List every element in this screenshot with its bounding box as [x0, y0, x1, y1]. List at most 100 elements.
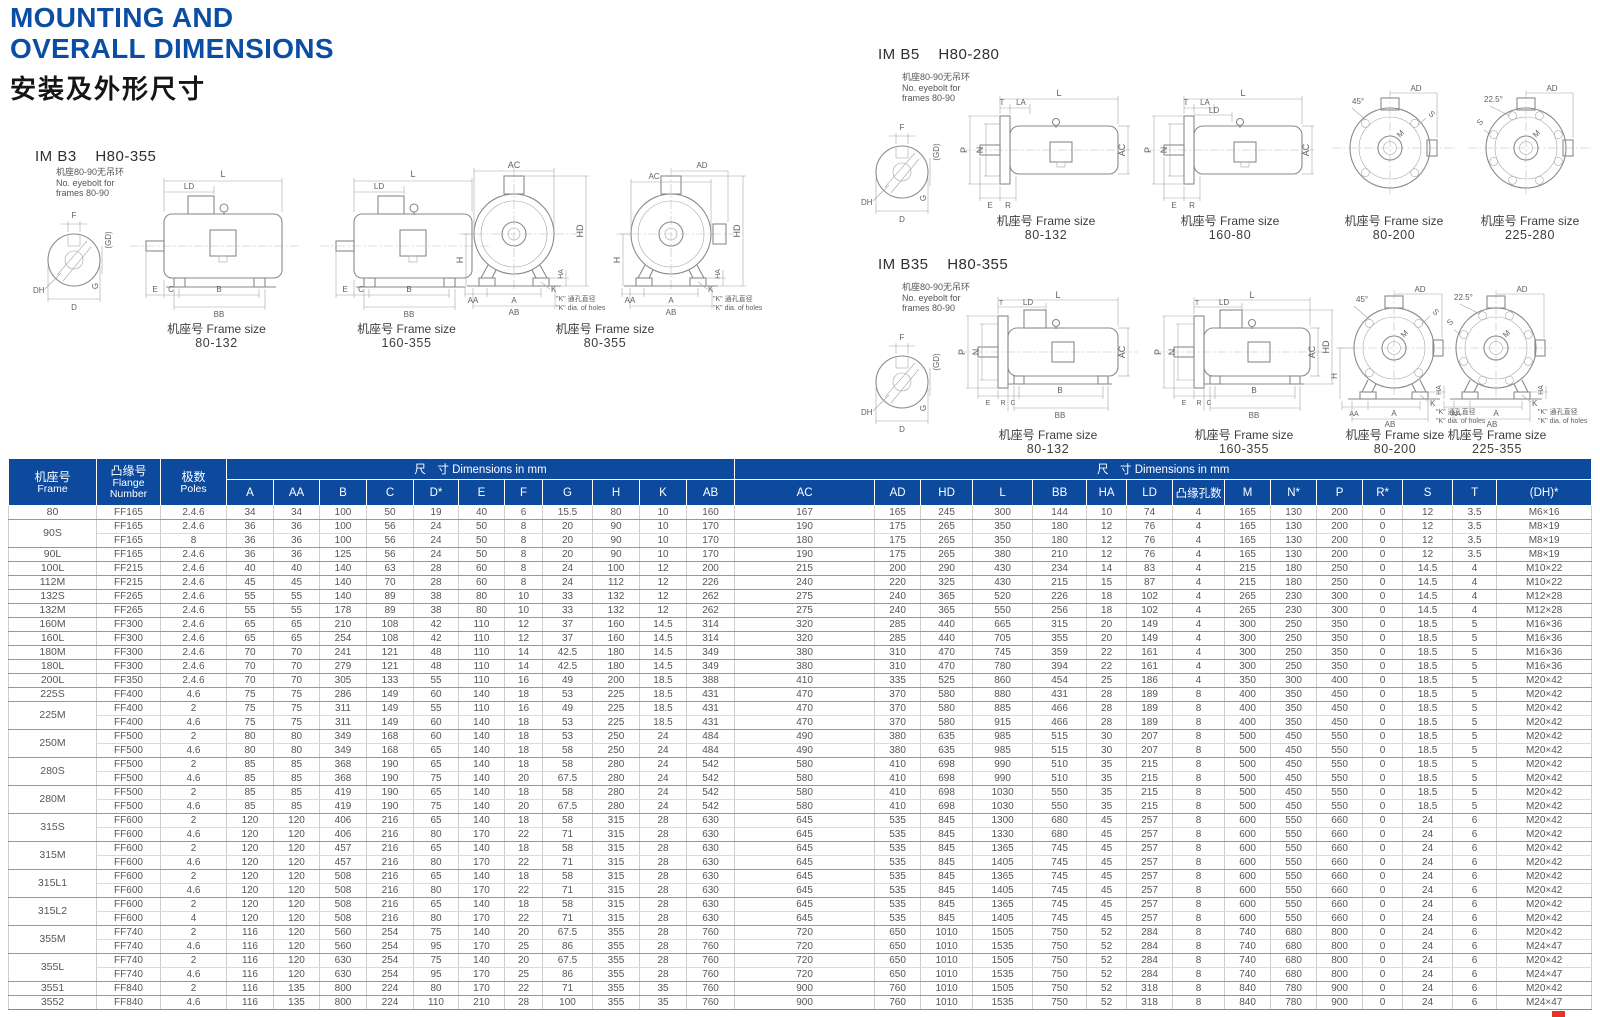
dim-label: R [1005, 201, 1011, 210]
dim-cell: 190 [734, 547, 876, 562]
dim-cell: 80 [226, 729, 274, 744]
dim-label: N [975, 147, 985, 154]
dim-cell: 160 [592, 617, 640, 632]
dim-cell: 110 [458, 659, 505, 674]
dim-cell: 121 [366, 645, 414, 660]
dim-cell: M24×47 [1496, 967, 1593, 982]
dim-cell: 355 [592, 939, 640, 954]
dim-cell: 1010 [920, 925, 974, 940]
dim-cell: 120 [226, 841, 274, 856]
dim-cell: 12 [1402, 519, 1454, 534]
header-flange-cn: 凸缘号 [110, 464, 147, 478]
frame-cell: 180M [8, 645, 97, 660]
dim-cell: 14.5 [639, 659, 687, 674]
dim-cell: 18 [504, 785, 543, 800]
dim-cell: 130 [1270, 519, 1318, 534]
dim-cell: 1010 [920, 967, 974, 982]
dim-cell: 580 [734, 771, 876, 786]
dim-cell: 207 [1126, 729, 1174, 744]
drawing-shape [872, 184, 890, 202]
dim-cell: 24 [639, 785, 687, 800]
dim-cell: 180 [1270, 561, 1318, 576]
dim-cell: 4.6 [160, 715, 227, 730]
drawing-shape [1521, 379, 1529, 393]
dim-cell: 37 [542, 617, 593, 632]
dim-cell: 24 [542, 575, 593, 590]
dim-cell: 10 [504, 603, 543, 618]
dim-cell: 24 [1402, 911, 1454, 926]
caption-b5-3: 机座号 Frame size 80-200 [1324, 214, 1464, 242]
b35-front-view-80-200: 45° AD S M H HA AA A AB K "K" 通孔直径 "K" d… [1330, 286, 1486, 428]
dim-cell: M20×42 [1496, 673, 1593, 688]
dim-cell: 18.5 [1402, 715, 1454, 730]
dim-cell: 760 [874, 981, 922, 996]
table-row-180M: 180M FF300 2.4.6 70 70 241 121 48 110 14 42.5 180 14… [8, 645, 1593, 660]
dim-cell: 698 [920, 771, 974, 786]
drawing-shape [1524, 330, 1533, 339]
dim-cell: 254 [319, 631, 367, 646]
dim-cell: 431 [686, 687, 736, 702]
dim-cell: 116 [226, 995, 274, 1010]
dim-label: "K" dia. of holes [1436, 418, 1486, 425]
dim-cell: 457 [319, 841, 367, 856]
dim-cell: 254 [366, 939, 414, 954]
dim-cell: FF500 [96, 785, 161, 800]
dim-cell: 75 [413, 799, 459, 814]
dim-cell: 45 [1086, 883, 1128, 898]
dim-cell: 350 [1316, 617, 1364, 632]
dim-cell: 550 [1316, 771, 1364, 786]
dim-cell: 1405 [972, 855, 1034, 870]
dim-cell: 18.5 [1402, 673, 1454, 688]
dim-cell: 5 [1452, 729, 1498, 744]
dim-cell: 6 [1452, 939, 1498, 954]
dim-cell: 10 [1086, 505, 1128, 520]
dim-cell: M20×42 [1496, 827, 1593, 842]
dim-cell: 24 [542, 561, 593, 576]
dim-cell: 0 [1362, 771, 1404, 786]
dim-cell: 305 [319, 673, 367, 688]
dim-cell: 125 [319, 547, 367, 562]
dim-cell: 207 [1126, 743, 1174, 758]
dim-cell: 165 [1224, 505, 1272, 520]
dim-label: BB [404, 310, 415, 319]
dim-cell: 4 [1172, 505, 1226, 520]
dim-label: 45° [1352, 97, 1364, 106]
dim-cell: 318 [1126, 995, 1174, 1010]
dim-cell: 4.6 [160, 799, 227, 814]
dim-cell: 18 [504, 813, 543, 828]
dim-cell: 108 [366, 617, 414, 632]
table-row-112M: 112M FF215 2.4.6 45 45 140 70 28 60 8 24 112 12 226 24… [8, 575, 1593, 590]
dim-cell: FF600 [96, 827, 161, 842]
dim-cell: 60 [413, 687, 459, 702]
dim-cell: 180 [592, 659, 640, 674]
drawing-shape [1173, 346, 1195, 358]
dim-cell: FF300 [96, 659, 161, 674]
caption-cn: 机座号 [1447, 428, 1484, 442]
table-row-280M: 280M FF500 2 85 85 419 190 65 140 18 58 280 24 542 580… [8, 785, 1593, 814]
dim-cell: 0 [1362, 687, 1404, 702]
dim-cell: M20×42 [1496, 799, 1593, 814]
dim-cell: 0 [1362, 841, 1404, 856]
dim-cell: 65 [413, 813, 459, 828]
drawing-shape [890, 158, 920, 194]
caption-cn: 机座号 [1180, 214, 1217, 228]
dim-cell: 780 [1270, 995, 1318, 1010]
table-row-200L: 200L FF350 2.4.6 70 70 305 133 55 110 16 49 200 18.5… [8, 673, 1593, 688]
dim-label: HA [558, 269, 565, 279]
dim-cell: 520 [972, 589, 1034, 604]
b35-shaft-end-view: F (GD) G DH D [861, 333, 941, 434]
dim-cell: 5 [1452, 757, 1498, 772]
table-row-90S: 90S FF165 2.4.6 36 36 100 56 24 50 8 20 90 10 170 190 1… [8, 519, 1593, 548]
dim-cell: 20 [1086, 617, 1128, 632]
dim-cell: 542 [686, 785, 736, 800]
dim-cell: 120 [226, 911, 274, 926]
dim-cell: 430 [972, 575, 1034, 590]
dim-label: AA [468, 296, 479, 305]
dim-cell: 18 [504, 757, 543, 772]
dim-cell: 8 [1172, 813, 1226, 828]
dim-cell: 102 [1126, 603, 1174, 618]
dim-cell: 178 [319, 603, 367, 618]
caption-en: Frame size [1036, 214, 1096, 228]
static-element: 机座号 Frame size [952, 428, 1144, 442]
dim-cell: 286 [319, 687, 367, 702]
